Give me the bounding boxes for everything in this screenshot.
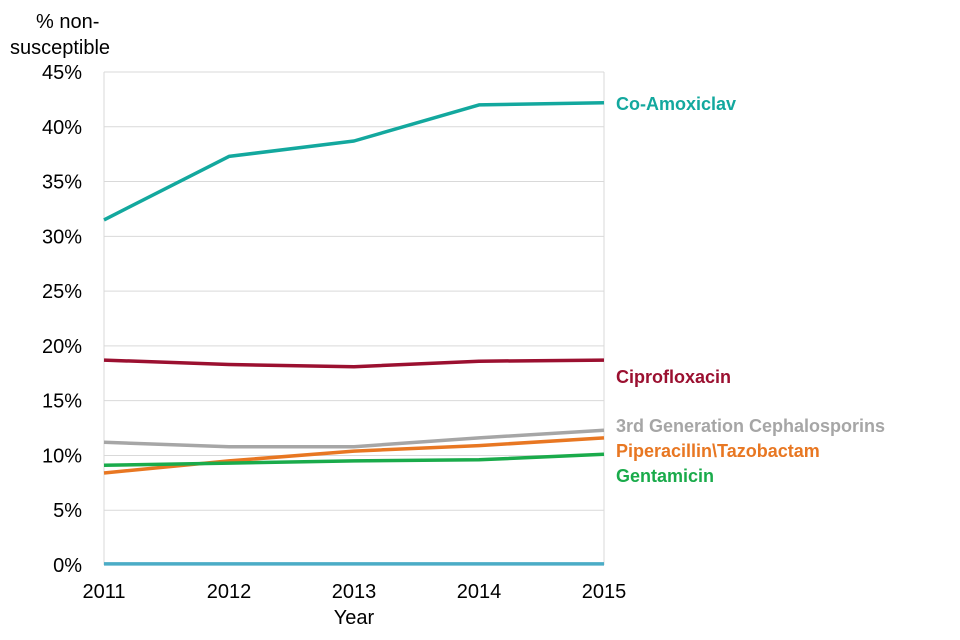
series-line-co-amoxiclav	[103, 100, 605, 222]
x-axis-title: Year	[334, 607, 375, 629]
y-tick-label: 35%	[42, 172, 82, 194]
y-tick-label: 20%	[42, 336, 82, 358]
y-axis-title-line-2: susceptible	[10, 37, 110, 59]
y-axis-tick-labels: 0% 5% 10% 15% 20% 25% 30% 35% 40% 45%	[42, 62, 82, 577]
y-tick-label: 30%	[42, 226, 82, 248]
y-tick-label: 45%	[42, 62, 82, 84]
series-line-ciprofloxacin	[103, 358, 605, 369]
series-labels: Co-Amoxiclav Ciprofloxacin 3rd Generation …	[616, 94, 885, 486]
x-tick-label: 2013	[332, 581, 377, 603]
x-tick-label: 2012	[207, 581, 252, 603]
series-label: Co-Amoxiclav	[616, 94, 736, 114]
gridlines	[103, 71, 605, 566]
y-tick-label: 0%	[53, 555, 82, 577]
x-axis-tick-labels: 2011 2012 2013 2014 2015	[82, 581, 626, 603]
series-label: Piperacillin\Tazobactam	[616, 441, 820, 461]
y-tick-label: 25%	[42, 281, 82, 303]
y-tick-label: 15%	[42, 391, 82, 413]
y-tick-label: 5%	[53, 500, 82, 522]
x-tick-label: 2015	[582, 581, 627, 603]
series-lines	[103, 100, 605, 566]
y-tick-label: 10%	[42, 445, 82, 467]
x-tick-label: 2014	[457, 581, 502, 603]
series-label: Ciprofloxacin	[616, 367, 731, 387]
series-line-gentamicin	[103, 452, 605, 468]
y-axis-title-line-1: % non-	[36, 11, 99, 33]
x-tick-label: 2011	[82, 581, 125, 603]
series-label: Gentamicin	[616, 466, 714, 486]
y-tick-label: 40%	[42, 117, 82, 139]
series-label: 3rd Generation Cephalosporins	[616, 416, 885, 436]
series-line-3rd-generation-cephalosporins	[103, 428, 605, 449]
